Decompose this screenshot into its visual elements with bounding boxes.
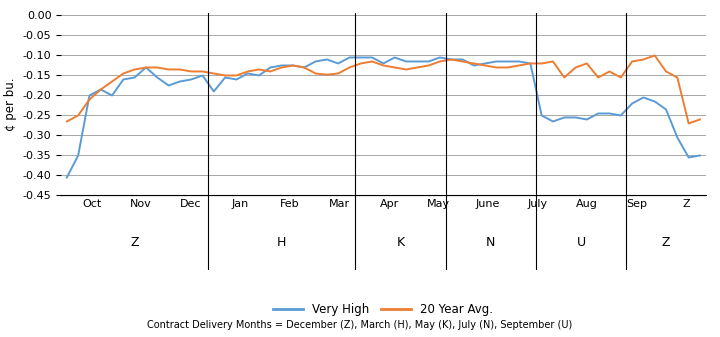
- Text: Contract Delivery Months = December (Z), March (H), May (K), July (N), September: Contract Delivery Months = December (Z),…: [148, 320, 572, 330]
- Text: Feb: Feb: [280, 199, 300, 209]
- Text: Apr: Apr: [379, 199, 399, 209]
- Text: Z: Z: [130, 236, 139, 249]
- Text: Z: Z: [662, 236, 670, 249]
- Text: Nov: Nov: [130, 199, 152, 209]
- Text: Aug: Aug: [577, 199, 598, 209]
- Text: N: N: [486, 236, 495, 249]
- Text: Mar: Mar: [329, 199, 350, 209]
- Text: Z: Z: [683, 199, 690, 209]
- Text: July: July: [528, 199, 548, 209]
- Text: H: H: [277, 236, 287, 249]
- Text: June: June: [476, 199, 500, 209]
- Y-axis label: ¢ per bu.: ¢ per bu.: [4, 78, 17, 131]
- Text: Oct: Oct: [82, 199, 102, 209]
- Text: Dec: Dec: [180, 199, 202, 209]
- Text: May: May: [427, 199, 450, 209]
- Text: Sep: Sep: [626, 199, 647, 209]
- Text: Jan: Jan: [232, 199, 249, 209]
- Legend: Very High, 20 Year Avg.: Very High, 20 Year Avg.: [269, 298, 498, 320]
- Text: K: K: [396, 236, 405, 249]
- Text: U: U: [577, 236, 586, 249]
